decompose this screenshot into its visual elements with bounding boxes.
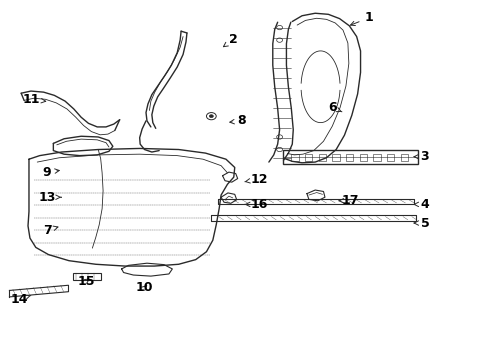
Text: 12: 12 [244, 173, 267, 186]
Bar [331, 154, 339, 161]
Text: 8: 8 [229, 114, 246, 127]
Text: 17: 17 [338, 194, 359, 207]
Bar [291, 154, 298, 161]
Bar [305, 154, 312, 161]
Text: 13: 13 [38, 191, 61, 204]
Bar [386, 154, 393, 161]
Text: 2: 2 [223, 33, 238, 47]
Text: 11: 11 [22, 93, 46, 106]
Text: 4: 4 [413, 198, 428, 211]
Text: 15: 15 [77, 275, 95, 288]
Bar [318, 154, 325, 161]
Text: 7: 7 [42, 224, 58, 237]
Text: 16: 16 [244, 198, 267, 211]
Text: 9: 9 [42, 166, 59, 179]
Text: 6: 6 [327, 101, 341, 114]
Text: 14: 14 [10, 293, 31, 306]
Text: 10: 10 [136, 281, 153, 294]
Text: 3: 3 [413, 150, 428, 163]
Text: 1: 1 [350, 12, 372, 26]
Bar [400, 154, 407, 161]
Bar [73, 273, 101, 280]
Circle shape [209, 115, 213, 118]
Bar [372, 154, 380, 161]
Bar [359, 154, 366, 161]
Bar [345, 154, 352, 161]
Bar [282, 149, 417, 164]
Text: 5: 5 [413, 216, 428, 230]
